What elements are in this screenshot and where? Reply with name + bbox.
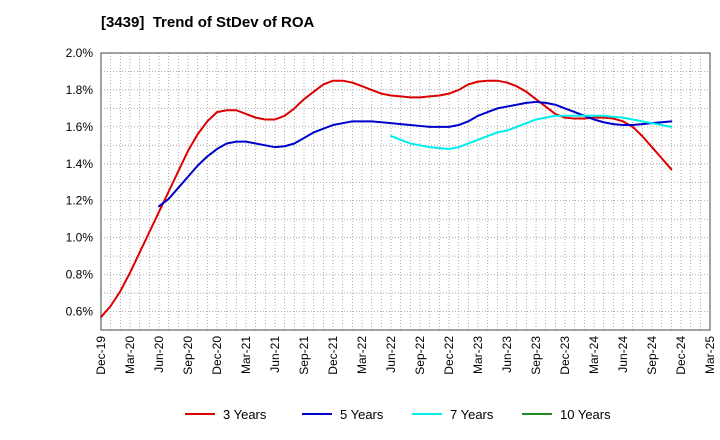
x-tick-label: Dec-22 — [442, 336, 456, 375]
y-tick-label: 1.6% — [66, 120, 94, 134]
chart-title: [3439] Trend of StDev of ROA — [101, 14, 315, 31]
x-tick-label: Mar-21 — [239, 336, 253, 374]
legend-label: 10 Years — [560, 407, 611, 422]
y-tick-label: 0.6% — [66, 305, 94, 319]
x-tick-label: Mar-25 — [703, 336, 717, 374]
y-axis-ticks: 0.6% 0.8% 1.0% 1.2% 1.4% 1.6% 1.8% 2.0% — [66, 46, 94, 319]
x-tick-label: Sep-23 — [529, 336, 543, 375]
y-tick-label: 1.4% — [66, 157, 94, 171]
x-tick-label: Sep-24 — [645, 336, 659, 375]
plot-area — [101, 53, 710, 330]
x-tick-label: Mar-20 — [123, 336, 137, 374]
x-tick-label: Mar-24 — [587, 336, 601, 374]
x-tick-label: Jun-22 — [384, 336, 398, 373]
y-tick-label: 1.2% — [66, 194, 94, 208]
x-tick-label: Dec-24 — [674, 336, 688, 375]
x-tick-label: Dec-19 — [94, 336, 108, 375]
legend-label: 7 Years — [450, 407, 494, 422]
y-tick-label: 2.0% — [66, 46, 94, 60]
x-tick-label: Jun-21 — [268, 336, 282, 373]
x-tick-label: Jun-23 — [500, 336, 514, 373]
x-tick-label: Sep-20 — [181, 336, 195, 375]
y-tick-label: 1.0% — [66, 231, 94, 245]
series-lines — [100, 79, 673, 319]
series-line-7-years — [390, 114, 673, 151]
x-tick-label: Dec-21 — [326, 336, 340, 375]
x-tick-label: Jun-24 — [616, 336, 630, 373]
grid-lines — [101, 53, 710, 330]
y-tick-label: 0.8% — [66, 268, 94, 282]
legend-label: 3 Years — [223, 407, 267, 422]
x-tick-label: Mar-22 — [355, 336, 369, 374]
y-tick-label: 1.8% — [66, 83, 94, 97]
legend-label: 5 Years — [340, 407, 384, 422]
x-tick-label: Dec-23 — [558, 336, 572, 375]
x-tick-label: Dec-20 — [210, 336, 224, 375]
series-line-3-years — [100, 79, 673, 319]
x-tick-label: Mar-23 — [471, 336, 485, 374]
plot-frame — [100, 52, 711, 331]
legend: 3 Years 5 Years 7 Years 10 Years — [185, 407, 611, 422]
x-tick-label: Sep-22 — [413, 336, 427, 375]
x-axis-ticks: Dec-19 Mar-20 Jun-20 Sep-20 Dec-20 Mar-21 Jun-… — [94, 336, 717, 375]
x-tick-label: Sep-21 — [297, 336, 311, 375]
x-tick-label: Jun-20 — [152, 336, 166, 373]
